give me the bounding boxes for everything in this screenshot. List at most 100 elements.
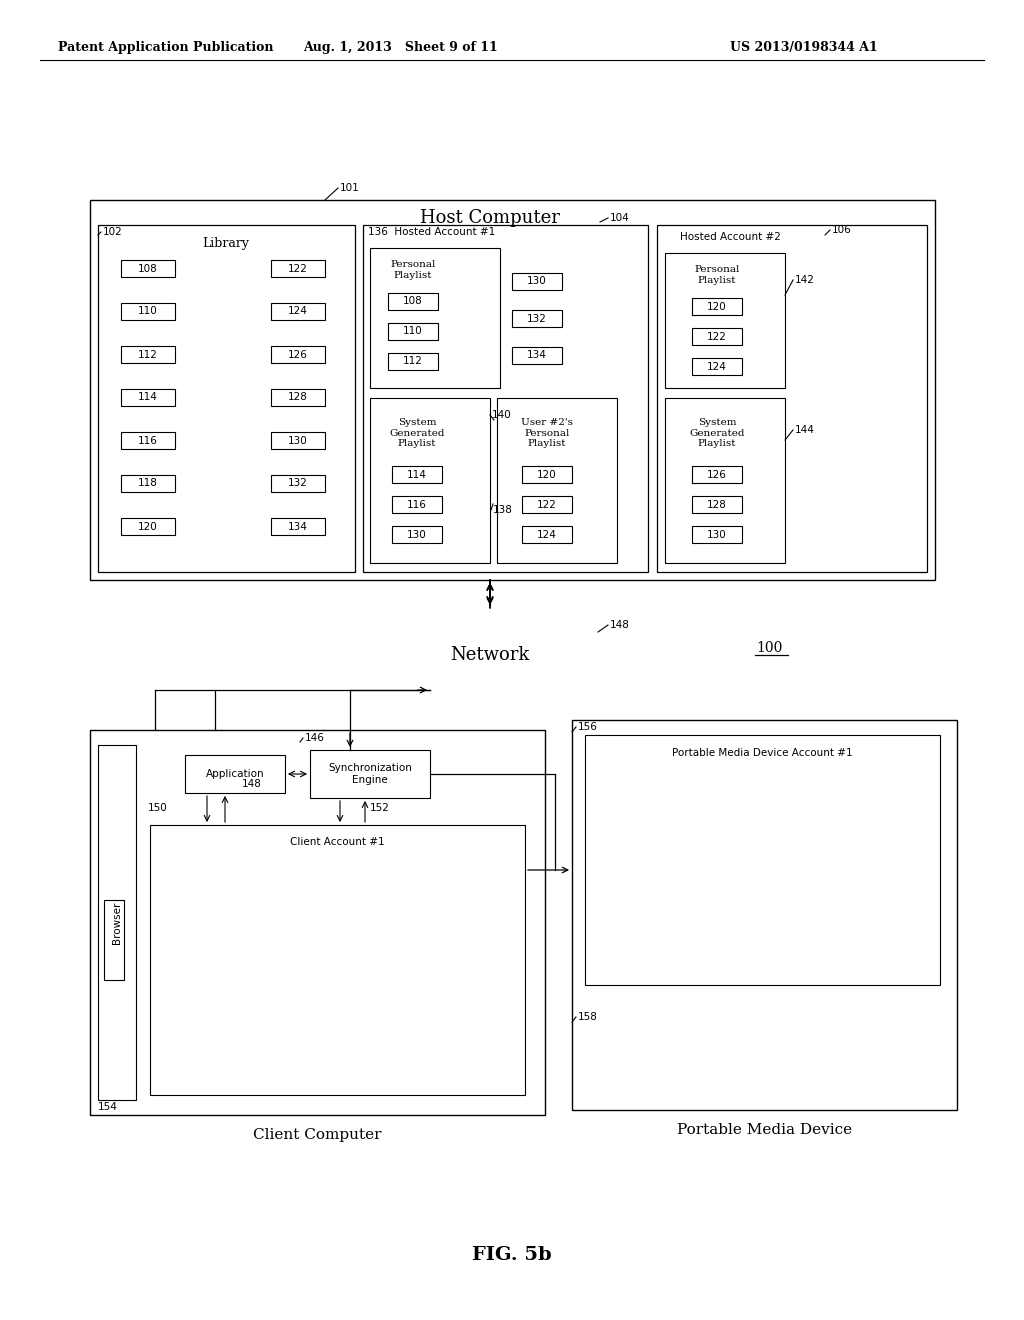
Bar [271, 475, 325, 492]
Bar [392, 496, 442, 513]
Circle shape [420, 636, 484, 700]
Text: Patent Application Publication: Patent Application Publication [58, 41, 273, 54]
Bar [572, 719, 957, 1110]
Text: 112: 112 [138, 350, 158, 359]
Bar [388, 323, 438, 341]
Text: Personal
Playlist: Personal Playlist [694, 265, 739, 285]
Text: 120: 120 [708, 301, 727, 312]
Text: 108: 108 [138, 264, 158, 273]
Text: 132: 132 [288, 479, 308, 488]
Circle shape [516, 618, 556, 657]
Text: 132: 132 [527, 314, 547, 323]
Bar [512, 347, 562, 364]
Text: Portable Media Device Account #1: Portable Media Device Account #1 [672, 748, 853, 758]
Text: Client Computer: Client Computer [253, 1129, 382, 1142]
Bar [121, 346, 175, 363]
Text: Host Computer: Host Computer [420, 209, 560, 227]
Text: 130: 130 [708, 529, 727, 540]
Bar [98, 744, 136, 1100]
Text: Synchronization
Engine: Synchronization Engine [328, 763, 412, 785]
Circle shape [449, 618, 532, 702]
Text: 124: 124 [288, 306, 308, 317]
Text: 116: 116 [138, 436, 158, 446]
Text: 154: 154 [98, 1102, 118, 1111]
Circle shape [482, 612, 542, 672]
Bar [585, 735, 940, 985]
Bar [692, 327, 742, 345]
Bar [370, 248, 500, 388]
Circle shape [732, 987, 797, 1052]
Text: 100: 100 [757, 642, 783, 655]
Text: 110: 110 [403, 326, 423, 337]
Text: 122: 122 [288, 264, 308, 273]
Bar [121, 304, 175, 319]
Text: 128: 128 [288, 392, 308, 403]
Bar [522, 496, 572, 513]
Text: 144: 144 [795, 425, 815, 436]
Text: 116: 116 [408, 499, 427, 510]
Bar [512, 310, 562, 327]
Bar [271, 304, 325, 319]
Bar [150, 825, 525, 1096]
Bar [362, 224, 648, 572]
Bar [121, 389, 175, 407]
Text: 152: 152 [370, 803, 390, 813]
Text: Aug. 1, 2013   Sheet 9 of 11: Aug. 1, 2013 Sheet 9 of 11 [303, 41, 498, 54]
Text: 148: 148 [610, 620, 630, 630]
Bar [271, 260, 325, 277]
Text: 130: 130 [408, 529, 427, 540]
Bar [522, 525, 572, 543]
Text: 114: 114 [408, 470, 427, 479]
Bar [665, 253, 785, 388]
Bar [512, 273, 562, 290]
Text: 126: 126 [707, 470, 727, 479]
Bar [692, 525, 742, 543]
Text: 158: 158 [578, 1012, 598, 1022]
Bar [271, 346, 325, 363]
Bar [692, 496, 742, 513]
Text: 134: 134 [288, 521, 308, 532]
Text: 118: 118 [138, 479, 158, 488]
Text: System
Generated
Playlist: System Generated Playlist [689, 418, 744, 447]
Bar [392, 466, 442, 483]
Bar [121, 260, 175, 277]
Text: 110: 110 [138, 306, 158, 317]
Text: Network: Network [451, 645, 529, 664]
Text: 102: 102 [103, 227, 123, 238]
Bar [98, 224, 355, 572]
Text: 130: 130 [288, 436, 308, 446]
Text: 130: 130 [527, 276, 547, 286]
Bar [657, 224, 927, 572]
Text: Portable Media Device: Portable Media Device [677, 1123, 852, 1137]
Text: Client Account #1: Client Account #1 [290, 837, 385, 847]
Circle shape [424, 618, 464, 657]
Bar [271, 517, 325, 535]
Text: FIG. 5b: FIG. 5b [472, 1246, 552, 1265]
Text: 101: 101 [340, 183, 359, 193]
Text: 134: 134 [527, 351, 547, 360]
Text: 124: 124 [707, 362, 727, 371]
Text: System
Generated
Playlist: System Generated Playlist [389, 418, 444, 447]
Bar [104, 900, 124, 979]
Circle shape [460, 609, 520, 668]
Text: 148: 148 [242, 779, 262, 789]
Text: 156: 156 [578, 722, 598, 733]
Text: Hosted Account #2: Hosted Account #2 [680, 232, 780, 242]
Bar [388, 352, 438, 370]
Bar [692, 466, 742, 483]
Text: 146: 146 [305, 733, 325, 743]
Text: US 2013/0198344 A1: US 2013/0198344 A1 [730, 41, 878, 54]
Text: Library: Library [203, 236, 250, 249]
Text: Application: Application [206, 770, 264, 779]
Text: 120: 120 [138, 521, 158, 532]
Bar [370, 399, 490, 564]
Bar [271, 389, 325, 407]
Bar [185, 755, 285, 793]
Bar [388, 293, 438, 310]
Bar [665, 399, 785, 564]
Circle shape [404, 628, 452, 676]
Circle shape [438, 612, 498, 672]
Text: 138: 138 [493, 506, 513, 515]
Text: 124: 124 [537, 529, 557, 540]
Text: 104: 104 [610, 213, 630, 223]
